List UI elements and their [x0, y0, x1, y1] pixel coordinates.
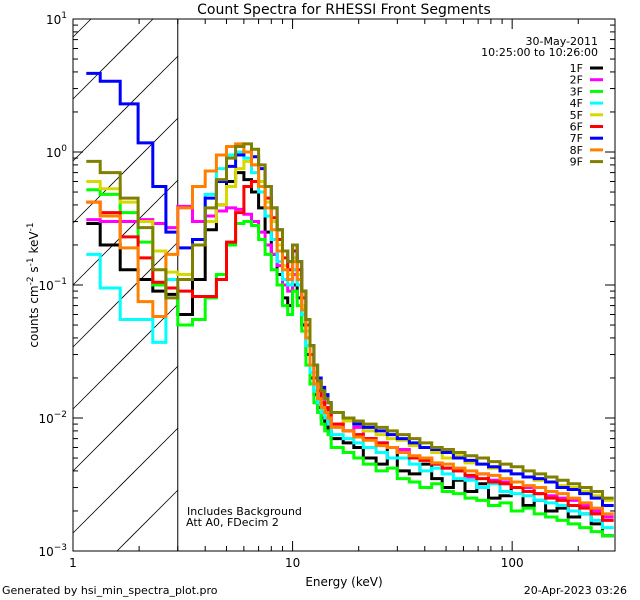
axis-ticks	[72, 19, 615, 552]
series-9F-line	[86, 142, 614, 500]
annotation-attenuator: Att A0, FDecim 2	[186, 516, 279, 529]
hatch-line	[72, 303, 179, 410]
axis-tick-labels: 1 10 100 10−3 10−2 10−1 100 101	[38, 11, 523, 570]
annotation-background: Includes Background	[187, 505, 302, 518]
excluded-region-hatch	[72, 18, 179, 552]
series-7F-line	[86, 71, 614, 507]
legend-label-1F: 1F	[570, 62, 583, 75]
y-tick-label: 10−2	[38, 410, 67, 426]
y-tick-label: 10−1	[38, 277, 67, 293]
hatch-line	[72, 117, 179, 224]
hatch-line	[72, 365, 179, 472]
series-group	[86, 71, 614, 538]
legend-label-6F: 6F	[570, 121, 583, 134]
x-axis-label: Energy (keV)	[305, 575, 382, 589]
legend: 30-May-2011 10:25:00 to 10:26:00 1F2F3F4…	[481, 35, 603, 169]
legend-label-8F: 8F	[570, 144, 583, 157]
hatch-line	[72, 18, 92, 38]
y-tick-label: 10−3	[38, 543, 67, 559]
hatch-line	[72, 179, 179, 286]
legend-label-4F: 4F	[570, 97, 583, 110]
legend-label-9F: 9F	[570, 156, 583, 169]
footer-timestamp: 20-Apr-2023 03:26	[524, 584, 627, 597]
hatch-line	[116, 489, 179, 552]
legend-label-2F: 2F	[570, 74, 583, 87]
y-axis-label: counts cm-2 s-1 keV-1	[26, 222, 41, 347]
x-tick-label: 1	[69, 556, 77, 570]
series-6F-line	[86, 180, 614, 522]
series-3F-line	[86, 188, 614, 538]
y-tick-label: 100	[46, 144, 67, 160]
hatch-line	[72, 55, 179, 162]
footer-generated-by: Generated by hsi_min_spectra_plot.pro	[2, 584, 218, 597]
x-tick-label: 100	[501, 556, 524, 570]
series-8F-line	[86, 142, 614, 516]
legend-date: 30-May-2011	[526, 35, 598, 48]
hatch-line	[72, 241, 179, 348]
legend-label-7F: 7F	[570, 132, 583, 145]
y-tick-label: 101	[46, 11, 67, 27]
chart-title: Count Spectra for RHESSI Front Segments	[197, 2, 491, 18]
legend-label-3F: 3F	[570, 85, 583, 98]
x-tick-label: 10	[285, 556, 300, 570]
hatch-line	[72, 427, 179, 534]
hatch-line	[72, 18, 154, 100]
legend-time-range: 10:25:00 to 10:26:00	[481, 46, 598, 59]
legend-label-5F: 5F	[570, 109, 583, 122]
